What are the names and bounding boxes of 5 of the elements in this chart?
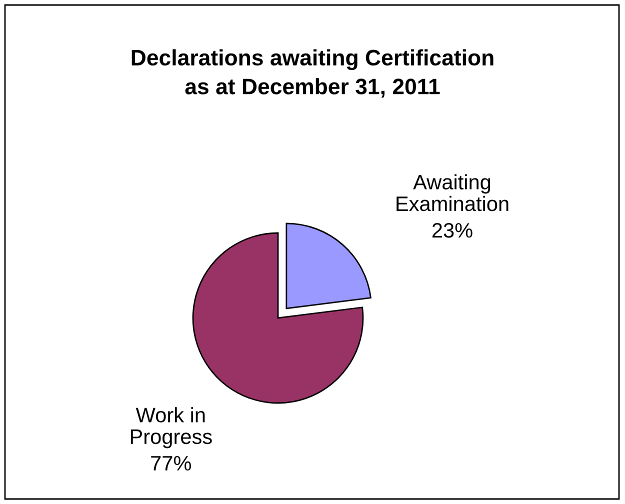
data-label: 77% xyxy=(151,456,192,471)
slice-label: Work in Progress xyxy=(130,407,212,448)
data-label: 23% xyxy=(432,222,472,238)
slice-label: Awaiting Examination xyxy=(396,174,508,212)
chart-title: Declarations awaiting Certification as at December 31, 2011 xyxy=(132,49,494,98)
